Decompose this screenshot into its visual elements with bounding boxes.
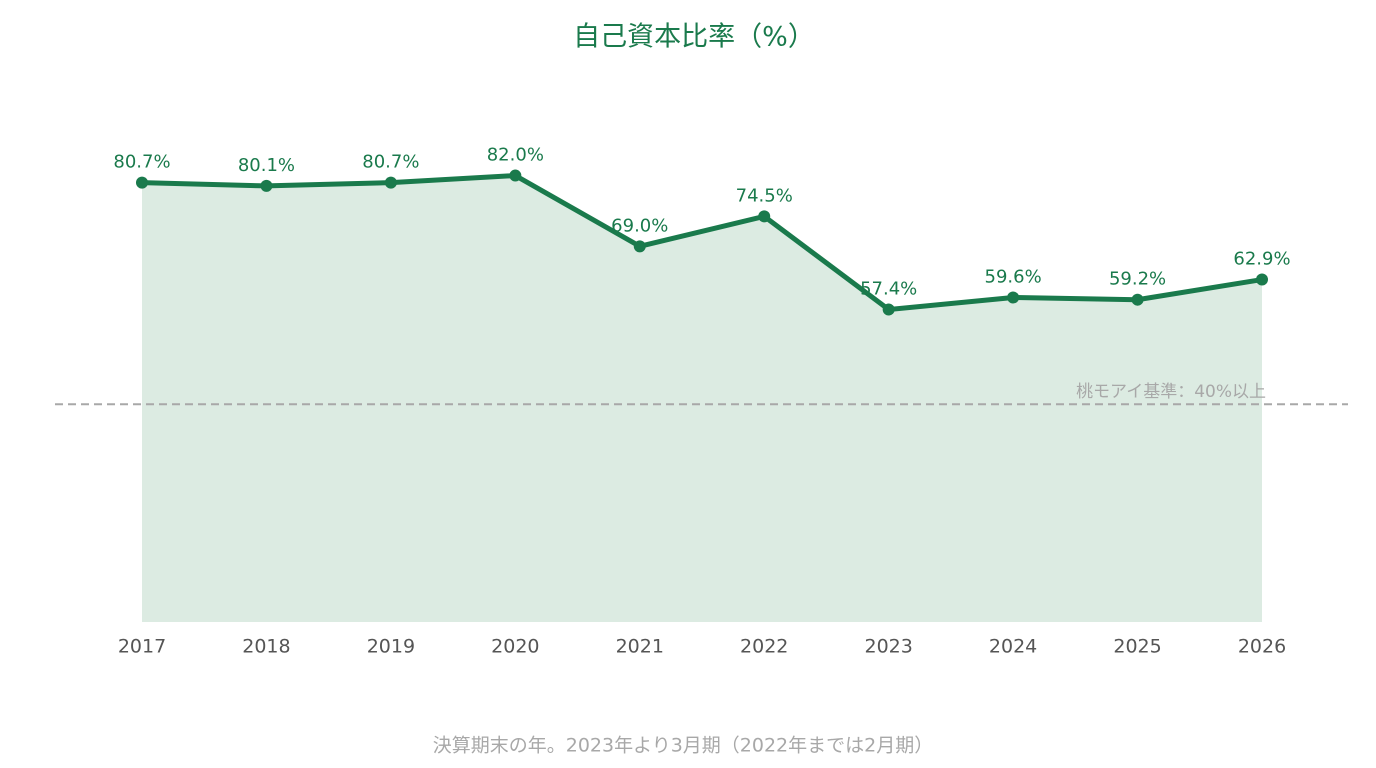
footnote: 決算期末の年。2023年より3月期（2022年までは2月期）	[433, 735, 934, 757]
x-tick-label: 2020	[491, 636, 539, 658]
chart-title: 自己資本比率（%）	[573, 22, 815, 53]
data-label: 59.2%	[1109, 269, 1166, 290]
x-tick-label: 2019	[367, 636, 415, 658]
x-tick-label: 2023	[864, 636, 912, 658]
point	[758, 210, 771, 223]
data-label: 69.0%	[611, 215, 668, 236]
data-label: 57.4%	[860, 278, 917, 299]
x-tick-label: 2024	[989, 636, 1037, 658]
data-label: 59.6%	[985, 267, 1042, 288]
x-tick-label: 2022	[740, 636, 788, 658]
line	[141, 173, 1263, 312]
x-tick-label: 2025	[1113, 636, 1161, 658]
data-label: 80.7%	[362, 152, 419, 173]
point	[136, 176, 148, 189]
point	[1256, 273, 1268, 286]
point	[882, 303, 895, 316]
point	[633, 240, 646, 253]
x-tick-label: 2021	[616, 636, 664, 658]
x-tick-label: 2017	[118, 636, 166, 658]
point	[509, 169, 522, 182]
reference-label: 桃モアイ基準：40%以上	[1076, 382, 1266, 402]
data-label: 74.5%	[736, 185, 793, 206]
data-label: 62.9%	[1233, 249, 1290, 270]
point	[1131, 293, 1144, 306]
data-label: 82.0%	[487, 145, 544, 166]
data-label: 80.1%	[238, 155, 295, 176]
point	[260, 179, 273, 192]
point	[1007, 291, 1020, 304]
point	[384, 176, 397, 189]
x-tick-label: 2018	[242, 636, 290, 658]
data-label: 80.7%	[113, 152, 170, 173]
x-tick-label: 2026	[1238, 636, 1286, 658]
area	[142, 175, 1262, 623]
